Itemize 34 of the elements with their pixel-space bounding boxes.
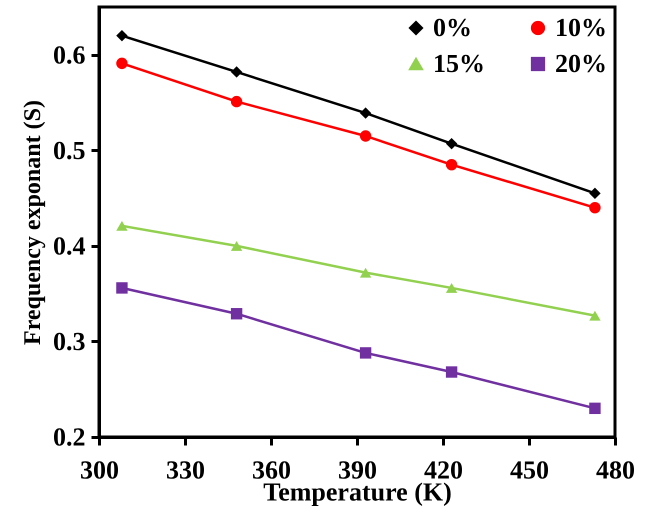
y-tick-label: 0.3 — [53, 326, 86, 356]
legend-label: 20% — [555, 49, 607, 78]
point — [589, 402, 601, 414]
point — [446, 138, 458, 150]
point — [446, 158, 458, 170]
point — [230, 66, 242, 78]
point — [230, 96, 242, 108]
y-tick-label: 0.4 — [53, 231, 86, 260]
legend-label: 15% — [433, 49, 485, 78]
point — [116, 30, 128, 42]
x-tick-label: 300 — [80, 456, 119, 484]
x-tick-label: 480 — [596, 456, 635, 484]
point — [360, 268, 372, 278]
point — [446, 282, 458, 293]
point — [230, 308, 242, 320]
point — [116, 58, 128, 70]
point — [360, 347, 372, 359]
point — [230, 240, 242, 251]
y-tick-label: 0.2 — [53, 422, 86, 452]
x-tick-label: 450 — [510, 456, 549, 484]
point — [360, 107, 372, 119]
point — [446, 366, 458, 378]
y-axis-title: Frequency exponant (S) — [20, 100, 46, 345]
legend-label: 0% — [433, 13, 472, 42]
point — [116, 220, 128, 231]
point — [116, 282, 128, 294]
x-tick-label: 330 — [166, 456, 205, 484]
point — [589, 202, 601, 214]
legend-label: 10% — [555, 13, 607, 42]
y-tick-label: 0.5 — [53, 136, 86, 165]
point — [589, 188, 601, 200]
point — [589, 310, 601, 321]
point — [360, 130, 372, 142]
y-tick-label: 0.6 — [53, 40, 86, 70]
